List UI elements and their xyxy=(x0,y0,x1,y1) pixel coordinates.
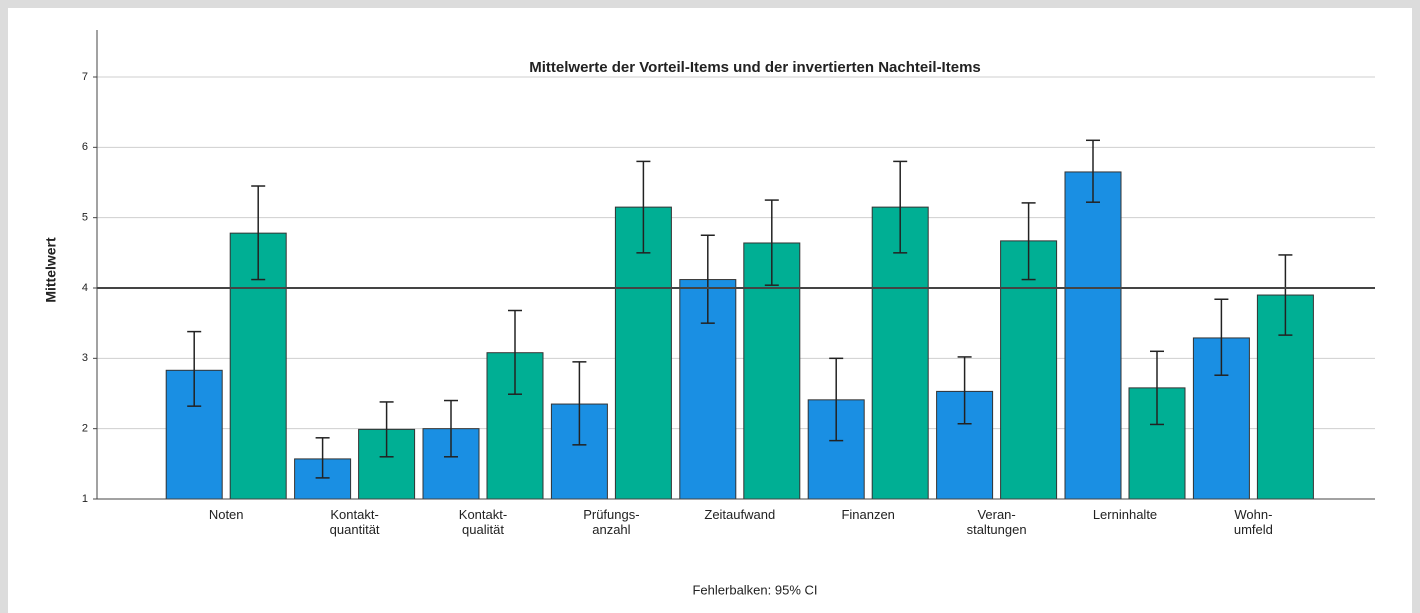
chart-title: Mittelwerte der Vorteil-Items und der in… xyxy=(529,59,981,76)
x-tick-label: Veran- staltungen xyxy=(966,507,1027,537)
y-tick-label: 5 xyxy=(82,212,88,224)
annotation: Fehlerbalken: 95% CI xyxy=(692,582,817,597)
bar xyxy=(1064,171,1122,500)
y-tick-label: 2 xyxy=(82,423,88,435)
x-tick-label: Wohn- umfeld xyxy=(1233,507,1273,537)
bar xyxy=(614,206,672,500)
y-tick-label: 4 xyxy=(82,282,88,294)
x-tick-label: Prüfungs- anzahl xyxy=(583,507,640,537)
y-tick-label: 1 xyxy=(82,493,88,505)
x-tick-label: Kontakt- quantität xyxy=(329,507,380,537)
y-tick-label: 6 xyxy=(82,141,88,153)
y-tick-label: 3 xyxy=(82,352,88,364)
y-axis-label: Mittelwert xyxy=(43,237,59,303)
x-tick-label: Kontakt- qualität xyxy=(458,507,508,537)
x-tick-label: Zeitaufwand xyxy=(704,507,776,522)
x-tick-label: Lerninhalte xyxy=(1092,507,1158,522)
y-tick-label: 7 xyxy=(82,71,88,83)
bar xyxy=(1000,240,1058,500)
x-tick-label: Finanzen xyxy=(841,507,895,522)
bar xyxy=(871,206,929,500)
x-tick-label: Noten xyxy=(208,507,244,522)
